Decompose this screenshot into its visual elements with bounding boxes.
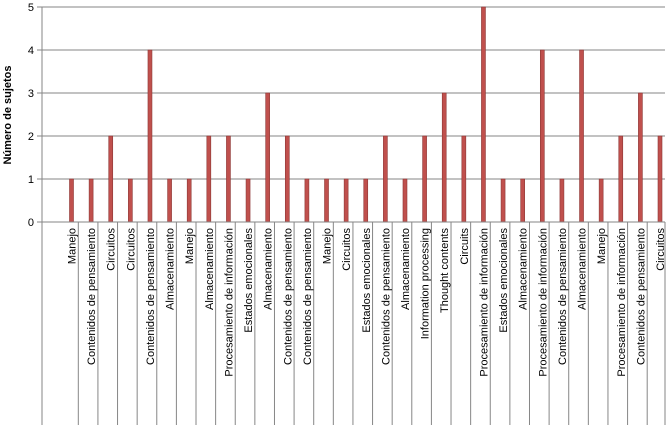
x-category-label: Circuitos	[655, 228, 667, 271]
x-category-label: Information processing	[420, 228, 432, 339]
bar	[618, 135, 624, 223]
bar	[186, 178, 192, 223]
gridlines	[37, 6, 666, 425]
y-tick-label: 4	[28, 45, 34, 57]
bar	[520, 178, 525, 223]
x-category-label: Contenidos de pensamiento	[302, 228, 314, 365]
bar	[539, 49, 545, 223]
bar	[304, 178, 310, 223]
bar	[69, 178, 74, 223]
bar	[402, 178, 408, 223]
bar	[441, 92, 447, 223]
x-category-label: Manejo	[184, 228, 196, 264]
bar	[559, 178, 565, 223]
bar	[657, 135, 663, 223]
x-category-label: Contenidos de pensamiento	[557, 228, 569, 365]
x-category-label: Circuitos	[341, 228, 353, 271]
bar	[226, 135, 231, 223]
bar	[638, 92, 643, 223]
x-category-label: Almacenamiento	[400, 228, 412, 310]
bar	[579, 49, 584, 223]
bar	[245, 178, 251, 223]
x-category-label: Almacenamiento	[518, 228, 530, 310]
x-category-label: Circuitos	[106, 228, 118, 271]
x-category-labels: Manejo Contenidos de pensamiento Circuitos…	[67, 228, 668, 377]
x-category-label: Contenidos de pensamiento	[145, 228, 157, 365]
x-category-label: Procesamiento de información	[537, 228, 549, 377]
y-tick-label: 2	[28, 131, 34, 143]
bar	[461, 135, 467, 223]
x-category-label: Almacenamiento	[165, 228, 177, 310]
bar	[128, 178, 133, 223]
x-category-label: Contenidos de pensamiento	[380, 228, 392, 365]
y-tick-label: 0	[28, 217, 34, 229]
x-category-label: Estados emocionales	[498, 228, 510, 333]
bar	[363, 178, 369, 223]
axes	[41, 7, 665, 223]
y-tick-label: 5	[28, 2, 34, 14]
bar	[147, 49, 153, 223]
bar	[383, 135, 388, 223]
x-category-label: Almacenamiento	[577, 228, 589, 310]
y-tick-label: 3	[28, 88, 34, 100]
x-category-label: Almacenamiento	[263, 228, 275, 310]
x-category-label: Circuitos	[125, 228, 137, 271]
bar	[284, 135, 290, 223]
bar	[598, 178, 604, 223]
x-category-label: Circuits	[459, 228, 471, 265]
x-category-label: Estados emocionales	[243, 228, 255, 333]
bars	[69, 6, 663, 223]
bar	[343, 178, 349, 223]
bar	[422, 135, 427, 223]
x-category-label: Estados emocionales	[361, 228, 373, 333]
bar	[500, 178, 506, 223]
x-category-label: Contenidos de pensamiento	[635, 228, 647, 365]
bar	[206, 135, 212, 223]
x-category-label: Contenidos de pensamiento	[86, 228, 98, 365]
x-category-label: Procesamiento de información	[223, 228, 235, 377]
bar	[88, 178, 94, 223]
bar	[481, 6, 486, 223]
y-axis-label: Número de sujetos	[2, 65, 14, 164]
x-category-label: Manejo	[67, 228, 79, 264]
bar	[324, 178, 329, 223]
x-category-label: Procesamiento de información	[478, 228, 490, 377]
x-category-label: Thought contents	[439, 228, 451, 314]
x-category-label: Manejo	[596, 228, 608, 264]
bar	[167, 178, 172, 223]
y-tick-labels: 0 1 2 3 4 5	[28, 2, 34, 229]
x-category-label: Manejo	[322, 228, 334, 264]
y-tick-label: 1	[28, 174, 34, 186]
bar	[265, 92, 270, 223]
x-category-label: Contenidos de pensamiento	[282, 228, 294, 365]
bar	[108, 135, 114, 223]
x-category-label: Procesamiento de información	[616, 228, 628, 377]
x-category-label: Almacenamiento	[204, 228, 216, 310]
